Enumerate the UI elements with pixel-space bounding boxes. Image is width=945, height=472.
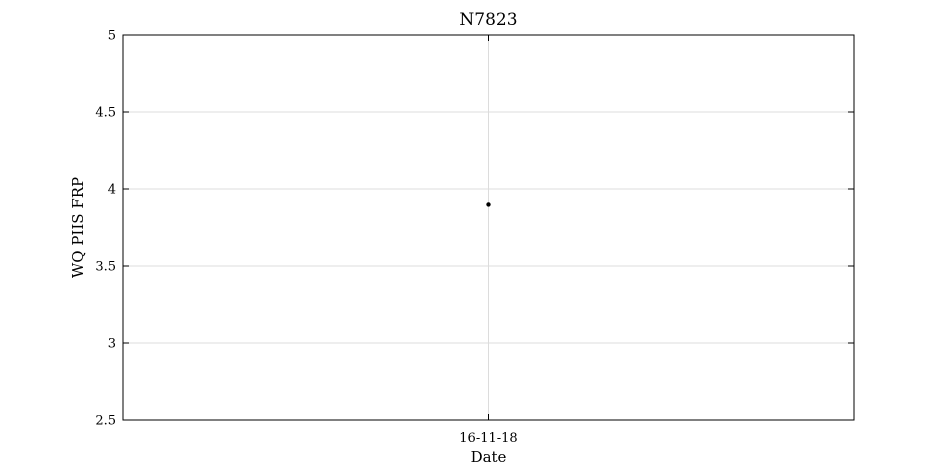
data-points	[486, 202, 491, 207]
y-tick-label: 2.5	[95, 414, 116, 429]
y-axis-label: WQ PIIS FRP	[69, 177, 87, 278]
y-tick-label: 4.5	[95, 106, 116, 121]
x-tick-label: 16-11-18	[459, 431, 517, 446]
y-tick-label: 3.5	[95, 260, 116, 275]
grid	[123, 35, 854, 420]
y-tick-label: 5	[108, 29, 116, 44]
ticks: 2.5 3 3.5 4 4.5 5 16-11-18	[95, 29, 854, 446]
y-tick-label: 4	[108, 183, 116, 198]
y-tick-label: 3	[108, 337, 116, 352]
x-axis-label: Date	[471, 448, 507, 466]
data-point	[486, 202, 491, 207]
chart-title: N7823	[459, 10, 517, 30]
